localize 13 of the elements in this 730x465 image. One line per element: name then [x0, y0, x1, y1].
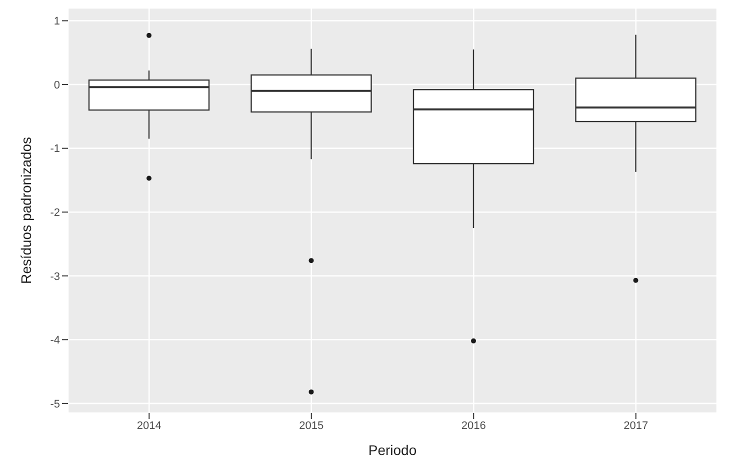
x-tick-label: 2014 — [136, 420, 162, 432]
x-tick-label: 2016 — [461, 420, 486, 432]
y-axis-title: Resíduos padronizados — [18, 136, 34, 284]
y-tick-label: -2 — [50, 207, 60, 219]
y-tick-label: -1 — [50, 143, 60, 156]
x-tick-label: 2015 — [299, 420, 324, 432]
x-tick-label: 2017 — [624, 420, 648, 432]
y-tick-label: -4 — [50, 334, 60, 347]
y-tick-label: -3 — [50, 270, 60, 283]
x-axis-title: Periodo — [368, 442, 417, 458]
y-tick-label: 0 — [54, 79, 60, 92]
y-tick-label: -5 — [50, 398, 60, 410]
y-tick-label: 1 — [54, 16, 60, 28]
